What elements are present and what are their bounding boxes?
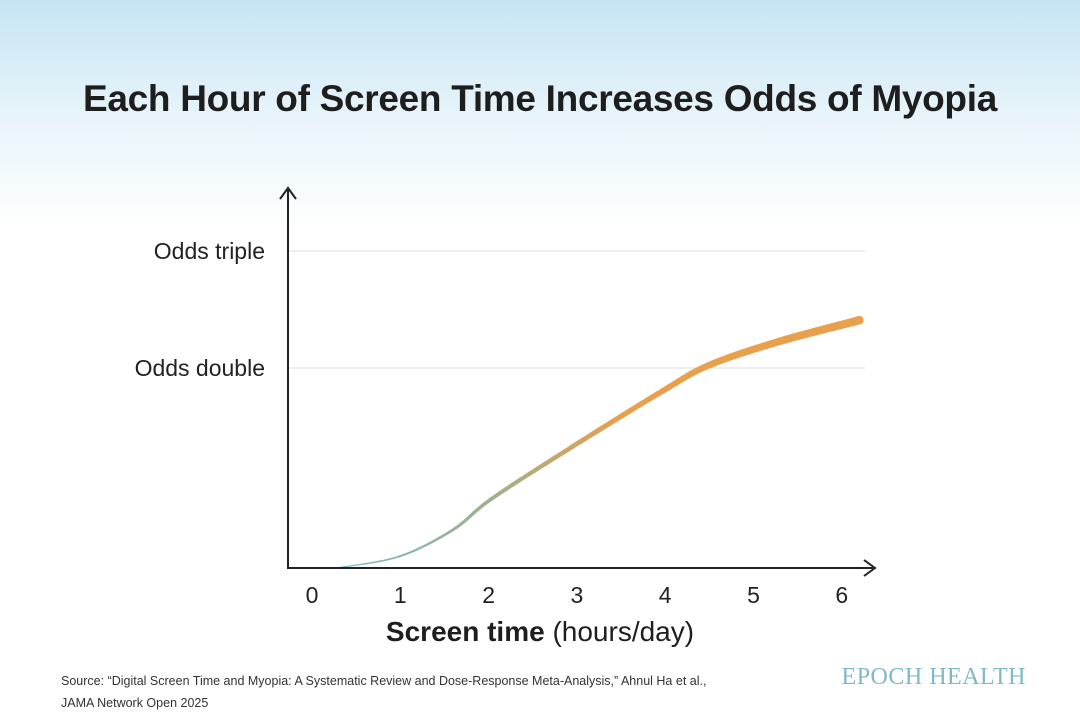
epoch-health-logo: EPOCH HEALTH: [841, 664, 1026, 690]
curve-segment: [363, 562, 372, 565]
y-tick-label: Odds double: [135, 355, 265, 381]
curve-segment: [384, 557, 394, 561]
source-line-1: Source: “Digital Screen Time and Myopia:…: [61, 674, 707, 688]
source-line-2: JAMA Network Open 2025: [61, 696, 209, 710]
curve-segment: [349, 564, 358, 567]
curve-segment: [391, 555, 400, 560]
curve-segment: [377, 559, 387, 563]
chart-title: Each Hour of Screen Time Increases Odds …: [82, 78, 997, 119]
x-tick-label: 5: [747, 582, 760, 608]
x-tick-label: 1: [394, 582, 407, 608]
x-axis-label-bold: Screen time: [385, 616, 545, 647]
x-axis-label: Screen time (hours/day): [0, 616, 1080, 648]
x-tick-label: 4: [659, 582, 672, 608]
curve-segment: [397, 553, 406, 558]
x-tick-label: 3: [571, 582, 584, 608]
curve-segment: [356, 563, 365, 566]
x-axis-label-unit: (hours/day): [544, 616, 695, 647]
x-tick-label: 6: [835, 582, 848, 608]
x-tick-label: 0: [306, 582, 319, 608]
y-axis-arrow: [279, 186, 297, 200]
source-note: Source: “Digital Screen Time and Myopia:…: [61, 670, 706, 714]
curve-segment: [343, 565, 351, 568]
curve-segment: [370, 560, 380, 564]
x-tick-label: 2: [482, 582, 495, 608]
x-axis-arrow: [863, 559, 877, 577]
y-tick-label: Odds triple: [154, 238, 265, 264]
